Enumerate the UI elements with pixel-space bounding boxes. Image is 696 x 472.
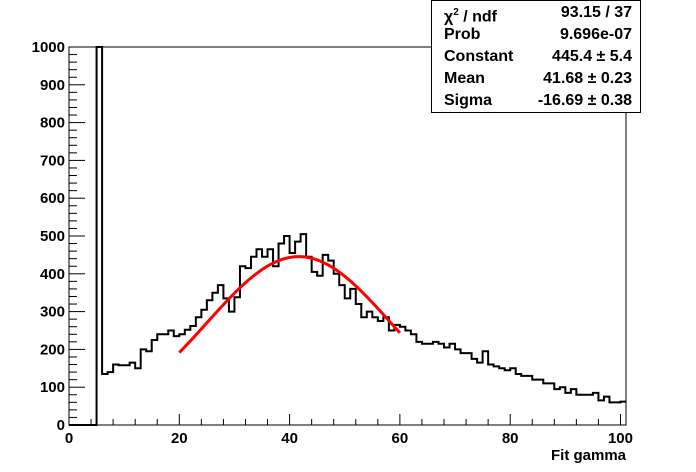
x-tick-label: 80 (502, 430, 519, 447)
x-tick-label: 20 (171, 430, 188, 447)
y-tick-label: 100 (40, 379, 65, 396)
y-tick-label: 600 (40, 190, 65, 207)
y-tick-label: 800 (40, 115, 65, 132)
y-axis: 0 100 200 300 400 500 600 700 800 900 1000 (32, 39, 85, 434)
stats-value-sigma: -16.69 ± 0.38 (537, 92, 632, 109)
x-tick-label: 40 (281, 430, 298, 447)
stats-label-prob: Prob (444, 26, 481, 43)
fit-stats-box: χ2 / ndf 93.15 / 37 Prob 9.696e-07 Const… (431, 0, 641, 113)
y-tick-label: 1000 (32, 39, 65, 56)
stats-row-chi2: χ2 / ndf 93.15 / 37 (432, 2, 640, 25)
x-tick-label: 60 (392, 430, 409, 447)
y-tick-label: 900 (40, 77, 65, 94)
x-axis: 0 20 40 60 80 100 (65, 414, 633, 447)
y-tick-label: 500 (40, 228, 65, 245)
x-tick-label: 0 (65, 430, 73, 447)
stats-value-chi2: 93.15 / 37 (560, 4, 632, 21)
gaussian-fit-curve (178, 255, 402, 354)
x-tick-label: 100 (608, 430, 633, 447)
y-tick-label: 400 (40, 266, 65, 283)
stats-value-mean: 41.68 ± 0.23 (543, 70, 632, 87)
stats-row-prob: Prob 9.696e-07 (432, 24, 640, 46)
stats-row-sigma: Sigma -16.69 ± 0.38 (432, 90, 640, 112)
stats-row-constant: Constant 445.4 ± 5.4 (432, 46, 640, 68)
stats-label-constant: Constant (444, 48, 514, 65)
stats-value-constant: 445.4 ± 5.4 (552, 48, 632, 65)
y-tick-label: 700 (40, 152, 65, 169)
stats-row-mean: Mean 41.68 ± 0.23 (432, 68, 640, 90)
stats-label-mean: Mean (444, 70, 485, 87)
x-axis-title: Fit gamma (551, 447, 627, 464)
y-tick-label: 300 (40, 304, 65, 321)
stats-label-chi2: χ2 / ndf (444, 7, 497, 26)
y-tick-label: 200 (40, 341, 65, 358)
stats-label-sigma: Sigma (444, 92, 493, 109)
histogram-series (69, 46, 626, 426)
stats-value-prob: 9.696e-07 (559, 26, 632, 43)
y-tick-label: 0 (57, 417, 65, 434)
